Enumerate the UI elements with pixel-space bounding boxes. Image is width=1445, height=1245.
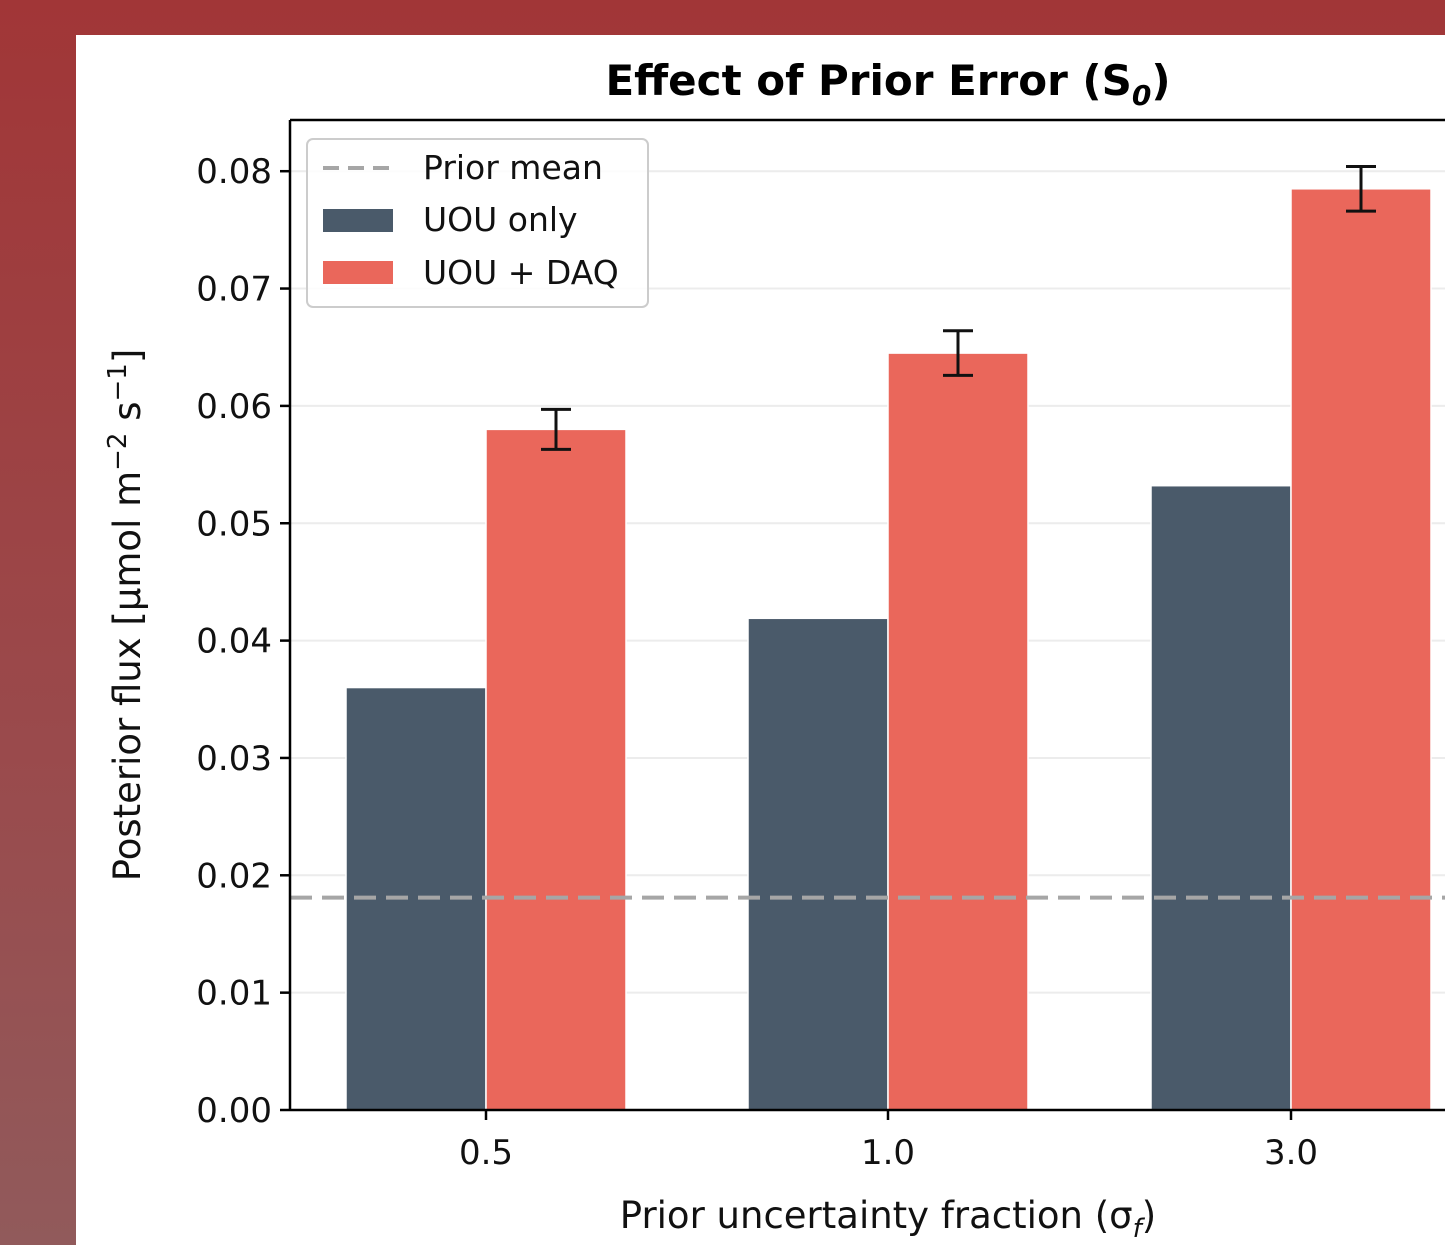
chart-title: Effect of Prior Error (S0) [605, 56, 1170, 112]
y-tick-label: 0.06 [196, 387, 272, 427]
y-tick-label: 0.02 [196, 856, 272, 896]
bars [345, 188, 1432, 1110]
x-axis-label: Prior uncertainty fraction (σf) [620, 1194, 1156, 1244]
y-tick-label: 0.01 [196, 974, 272, 1014]
y-tick-label: 0.00 [196, 1091, 272, 1131]
y-tick-label: 0.04 [196, 622, 272, 662]
x-tick-label: 0.5 [459, 1133, 513, 1173]
y-tick-label: 0.07 [196, 270, 272, 310]
y-tick-label: 0.03 [196, 739, 272, 779]
x-tick-label: 1.0 [861, 1133, 915, 1173]
error-bars [541, 165, 1376, 451]
legend-swatch-uou-daq [323, 261, 393, 284]
y-tick-label: 0.08 [196, 152, 272, 192]
bar-uou-only [747, 617, 889, 1110]
y-tick-label: 0.05 [196, 504, 272, 544]
bar-uou-daq [485, 428, 627, 1110]
chart-panel: Effect of Prior Error (S0) 0.00 0.01 0.02 0… [76, 35, 1445, 1245]
legend: Prior mean UOU only UOU + DAQ [306, 138, 649, 308]
x-tick-label: 3.0 [1264, 1133, 1318, 1173]
bar-uou-daq [1290, 188, 1432, 1110]
bar-uou-daq [887, 352, 1029, 1110]
legend-label-uou-only: UOU only [423, 200, 578, 239]
axes [288, 118, 1445, 1112]
legend-label-prior-mean: Prior mean [423, 148, 603, 187]
legend-swatch-uou-only [323, 209, 393, 232]
bar-chart: Effect of Prior Error (S0) 0.000.010.020… [103, 56, 1445, 1244]
bar-uou-only [1150, 484, 1292, 1110]
y-ticks: 0.00 0.01 0.02 0.03 0.04 0.05 0.06 0.07 0.08 [196, 152, 290, 1131]
legend-label-uou-daq: UOU + DAQ [423, 253, 619, 292]
y-axis-label: Posterior flux [μmol m−2 s−1] [103, 349, 149, 882]
x-ticks: 0.5 1.0 3.0 [459, 1110, 1318, 1173]
